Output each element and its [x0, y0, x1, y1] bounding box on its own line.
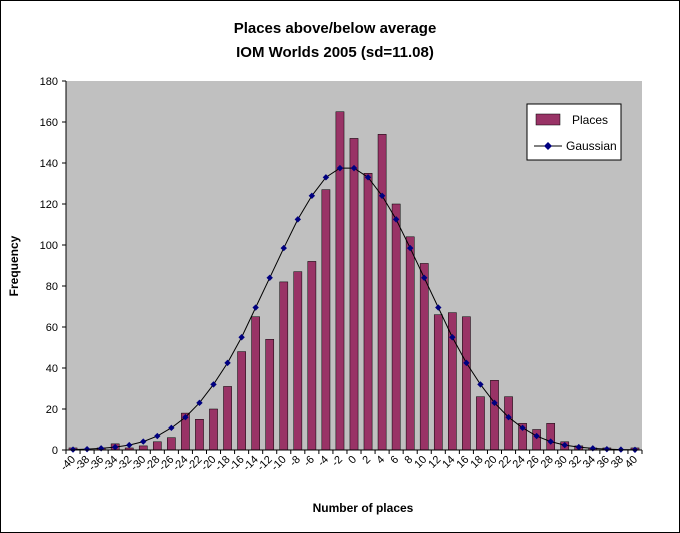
gaussian-point — [111, 443, 119, 451]
gaussian-point — [336, 164, 344, 172]
bar-places — [363, 173, 373, 451]
y-tick-label: 140 — [40, 158, 58, 170]
gaussian-point — [350, 164, 358, 172]
gaussian-point — [463, 359, 470, 367]
x-tick-label: 40 — [623, 454, 640, 471]
bar-places — [419, 263, 429, 451]
gaussian-point — [294, 216, 302, 223]
chart-title: Places above/below average — [234, 20, 437, 37]
gaussian-point — [196, 399, 203, 407]
gaussian-point — [547, 438, 554, 445]
gaussian-point — [435, 304, 442, 311]
y-tick-label: 120 — [40, 199, 58, 211]
bar-places — [251, 316, 260, 451]
x-tick-label: 4 — [374, 454, 387, 467]
gaussian-point — [406, 244, 414, 252]
x-tick-label: -10 — [269, 454, 289, 474]
bar-places — [321, 189, 331, 451]
bar-places — [223, 386, 232, 451]
y-tick-label: 160 — [40, 117, 58, 129]
bar-places — [237, 351, 246, 451]
gaussian-point — [224, 359, 231, 367]
gaussian-point — [154, 432, 161, 440]
x-tick-label: -4 — [316, 454, 331, 469]
bar-places — [279, 281, 289, 451]
x-tick-label: 6 — [388, 454, 401, 467]
legend-box — [526, 103, 622, 161]
legend-gaussian-marker — [544, 142, 552, 150]
gaussian-point — [322, 174, 330, 181]
gaussian-point — [477, 381, 484, 388]
bar-places — [209, 408, 218, 451]
bar-places — [405, 236, 415, 451]
gaussian-point — [449, 334, 456, 341]
bar-places — [546, 423, 556, 451]
gaussian-point — [421, 274, 428, 281]
legend-places-swatch — [535, 113, 561, 126]
bar-places — [335, 111, 345, 451]
bar-places — [391, 203, 401, 451]
line-layer — [69, 164, 639, 453]
gaussian-point — [589, 445, 597, 452]
bar-places — [152, 441, 162, 451]
gaussian-point — [491, 399, 498, 407]
bar-places — [265, 339, 275, 451]
legend-places-label: Places — [572, 113, 608, 127]
x-axis-title: Number of places — [313, 501, 414, 515]
bar-places — [448, 312, 457, 451]
bar-places — [349, 138, 359, 451]
gaussian-point — [519, 424, 526, 432]
bar-places — [532, 429, 541, 451]
bar-places — [377, 134, 387, 451]
gaussian-point — [378, 192, 386, 199]
y-tick-label: 20 — [46, 404, 58, 416]
bar-places — [462, 316, 471, 451]
y-tick-label: 60 — [46, 322, 58, 334]
bar-places — [504, 396, 513, 451]
chart-subtitle: IOM Worlds 2005 (sd=11.08) — [236, 44, 434, 61]
y-tick-label: 40 — [46, 363, 58, 375]
gaussian-point — [252, 304, 259, 311]
gaussian-point — [308, 192, 316, 199]
bar-places — [138, 445, 148, 451]
bar-places — [307, 261, 317, 451]
gaussian-point — [238, 334, 245, 341]
legend-gaussian-label: Gaussian — [566, 139, 617, 153]
bar-places — [433, 314, 443, 451]
bar-places — [195, 419, 204, 451]
gaussian-point — [533, 432, 540, 440]
gaussian-point — [561, 441, 568, 449]
x-tick-label: -8 — [288, 454, 303, 469]
bar-places — [476, 396, 485, 451]
gaussian-point — [266, 274, 273, 281]
gaussian-point — [603, 445, 611, 453]
bar-places — [167, 437, 176, 451]
y-tick-label: 0 — [52, 445, 58, 457]
gaussian-point — [182, 414, 189, 421]
gaussian-point — [168, 424, 175, 432]
y-tick-label: 180 — [40, 76, 58, 88]
x-tick-label: 0 — [346, 454, 359, 467]
y-tick-label: 100 — [40, 240, 58, 252]
y-tick-label: 80 — [46, 281, 58, 293]
gaussian-point — [140, 438, 147, 445]
x-tick-label: -6 — [302, 454, 317, 469]
gaussian-point — [126, 441, 133, 449]
gaussian-point — [505, 414, 512, 421]
gaussian-point — [575, 443, 582, 451]
gaussian-point — [280, 244, 287, 252]
gaussian-point — [364, 174, 372, 181]
gaussian-point — [210, 381, 217, 388]
gaussian-point — [83, 445, 91, 453]
gaussian-point — [392, 216, 400, 223]
x-tick-label: 2 — [360, 454, 373, 467]
bar-places — [490, 380, 499, 451]
bar-places — [293, 271, 303, 451]
legend: Places Gaussian — [526, 103, 622, 161]
y-axis-title: Frequency — [7, 235, 21, 296]
x-tick-label: -2 — [330, 454, 345, 469]
